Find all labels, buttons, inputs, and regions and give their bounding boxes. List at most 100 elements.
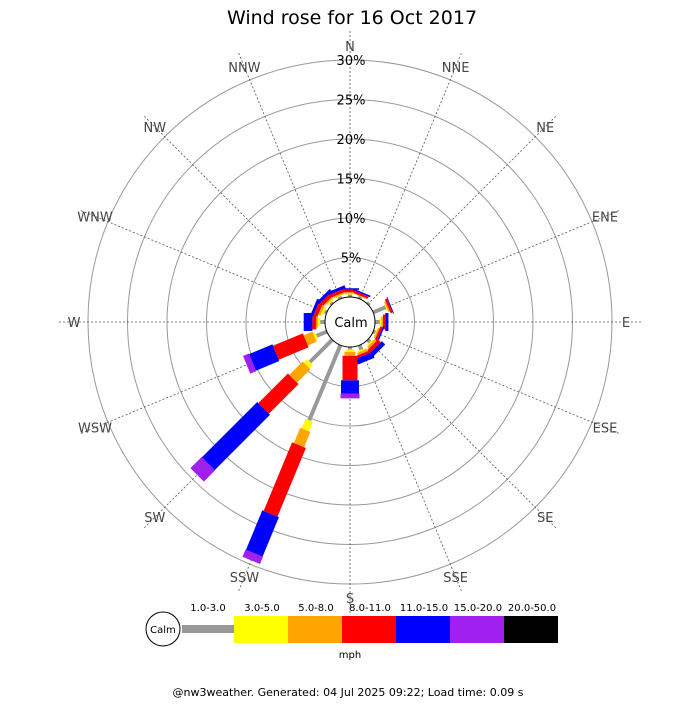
legend-label-1.0-3.0: 1.0-3.0	[190, 603, 225, 614]
radial-tick-labels: 5% 10% 15% 20% 25% 30%	[337, 54, 366, 267]
grid-spoke	[80, 209, 328, 313]
legend-label-3.0-5.0: 3.0-5.0	[244, 603, 279, 614]
legend: Calm 1.0-3.0 3.0-5.0 5.0-8.0 8.0-11.0 11.0-15…	[145, 603, 558, 661]
grid-spoke	[237, 52, 341, 300]
bar-sse-11.0-15.0	[355, 351, 375, 365]
direction-label-ese: ESE	[593, 422, 618, 437]
bar-e-1.0-3.0	[375, 320, 380, 324]
bar-nnw-3.0-5.0	[335, 294, 344, 299]
bar-se-5.0-8.0	[367, 339, 377, 349]
grid-spoke	[359, 344, 463, 592]
bar-wsw-1.0-3.0	[315, 329, 328, 338]
direction-label-sw: SW	[144, 511, 165, 526]
bar-e-11.0-15.0	[385, 313, 389, 331]
bar-ene-1.0-3.0	[372, 305, 387, 315]
calm-circle-group: Calm	[324, 296, 376, 348]
bar-wsw-8.0-11.0	[272, 333, 309, 360]
bar-ene-8.0-11.0	[384, 298, 393, 314]
direction-label-sse: SSE	[443, 571, 468, 586]
radial-tick-label: 5%	[341, 252, 362, 267]
bar-s-15.0-20.0	[340, 393, 360, 399]
direction-label-ne: NE	[536, 121, 554, 136]
bar-nw-3.0-5.0	[326, 298, 334, 306]
bar-ene-5.0-8.0	[384, 301, 390, 313]
bar-ene-11.0-15.0	[386, 296, 395, 314]
direction-label-wsw: WSW	[78, 422, 112, 437]
bar-wnw-3.0-5.0	[321, 306, 327, 316]
bar-nw-5.0-8.0	[324, 296, 334, 306]
radial-tick-label: 25%	[337, 94, 366, 109]
bar-n-8.0-11.0	[342, 289, 358, 293]
grid-ring	[245, 217, 455, 427]
grid-spoke	[367, 115, 557, 305]
bar-s-8.0-11.0	[342, 355, 358, 381]
bar-nnw-8.0-11.0	[330, 288, 346, 298]
legend-swatch-8.0-11.0	[342, 616, 396, 643]
bar-ese-1.0-3.0	[372, 329, 377, 335]
bar-nw-8.0-11.0	[320, 292, 334, 306]
bar-nnw-5.0-8.0	[333, 292, 345, 299]
bar-wsw-15.0-20.0	[243, 353, 257, 374]
bar-sw-5.0-8.0	[289, 361, 311, 383]
bar-w-5.0-8.0	[316, 316, 318, 328]
direction-label-se: SE	[537, 511, 553, 526]
bar-wsw-5.0-8.0	[303, 331, 317, 346]
bar-e-5.0-8.0	[381, 316, 383, 328]
radial-tick-label: 15%	[337, 173, 366, 188]
bar-s-1.0-3.0	[348, 347, 352, 350]
grid-ring	[206, 178, 494, 466]
bar-w-3.0-5.0	[317, 318, 321, 326]
bar-wnw-5.0-8.0	[318, 304, 325, 316]
legend-label-15.0-20.0: 15.0-20.0	[454, 603, 502, 614]
bar-wnw-1.0-3.0	[323, 309, 328, 315]
bar-ssw-11.0-15.0	[246, 510, 279, 557]
radial-tick-label: 20%	[337, 133, 366, 148]
bar-ne-1.0-3.0	[366, 301, 371, 306]
direction-labels: N NNE NE ENE E ESE SE SSE S SSW SW WSW W WNW NW NNW	[68, 40, 631, 607]
legend-calm-label: Calm	[150, 625, 176, 636]
bar-nnw-1.0-3.0	[337, 295, 343, 300]
bar-sw-1.0-3.0	[308, 338, 334, 364]
bar-ese-3.0-5.0	[373, 328, 378, 337]
bar-n-5.0-8.0	[344, 292, 356, 294]
bar-se-1.0-3.0	[366, 338, 372, 344]
direction-label-nnw: NNW	[228, 61, 260, 76]
bar-ene-3.0-5.0	[384, 303, 388, 311]
bar-s-3.0-5.0	[346, 349, 354, 352]
legend-label-20.0-50.0: 20.0-50.0	[508, 603, 556, 614]
bar-ssw-8.0-11.0	[263, 442, 306, 517]
bar-ssw-15.0-20.0	[242, 549, 263, 564]
bar-wnw-11.0-15.0	[310, 298, 321, 317]
calm-label: Calm	[334, 316, 367, 331]
radial-tick-label: 30%	[337, 54, 366, 69]
bar-sse-8.0-11.0	[356, 350, 371, 359]
direction-label-w: W	[68, 316, 81, 331]
bar-w-1.0-3.0	[320, 320, 325, 324]
grid-spoke	[143, 115, 333, 305]
direction-label-e: E	[622, 316, 630, 331]
bar-se-3.0-5.0	[367, 339, 374, 346]
direction-label-nw: NW	[144, 121, 167, 136]
footer-text: @nw3weather. Generated: 04 Jul 2025 09:2…	[173, 686, 524, 699]
bar-w-11.0-15.0	[303, 313, 313, 331]
direction-label-n: N	[345, 40, 355, 55]
wind-bars	[190, 285, 395, 564]
direction-label-s: S	[346, 592, 354, 607]
grid-spoke	[372, 209, 620, 313]
legend-swatch-11.0-15.0	[396, 616, 450, 643]
bar-sse-5.0-8.0	[356, 348, 368, 356]
bar-n-3.0-5.0	[346, 293, 354, 295]
legend-unit-label: mph	[339, 650, 361, 661]
bar-wsw-3.0-5.0	[313, 332, 319, 341]
legend-calm-circle	[145, 611, 181, 647]
direction-label-wnw: WNW	[77, 210, 113, 225]
bar-ese-11.0-15.0	[376, 326, 385, 344]
bar-nne-8.0-11.0	[353, 290, 369, 299]
bar-se-8.0-11.0	[367, 339, 381, 353]
bar-sw-11.0-15.0	[201, 402, 270, 471]
bar-nnw-11.0-15.0	[327, 285, 346, 295]
bar-sse-3.0-5.0	[357, 347, 366, 353]
calm-circle	[324, 296, 376, 348]
